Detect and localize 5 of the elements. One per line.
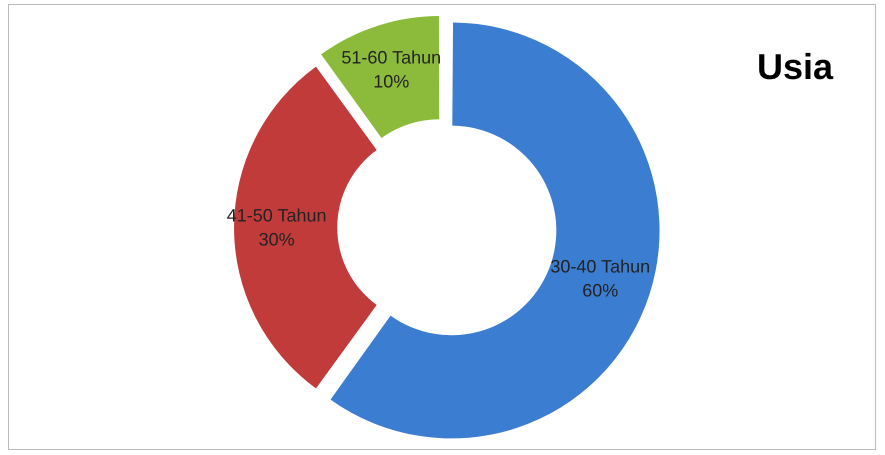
slice-label: 30-40 Tahun bbox=[550, 256, 650, 277]
data-label: 30% bbox=[258, 229, 295, 250]
text: Usia bbox=[756, 46, 833, 88]
data-label: 60% bbox=[582, 280, 618, 301]
data-label: 10% bbox=[373, 72, 410, 92]
